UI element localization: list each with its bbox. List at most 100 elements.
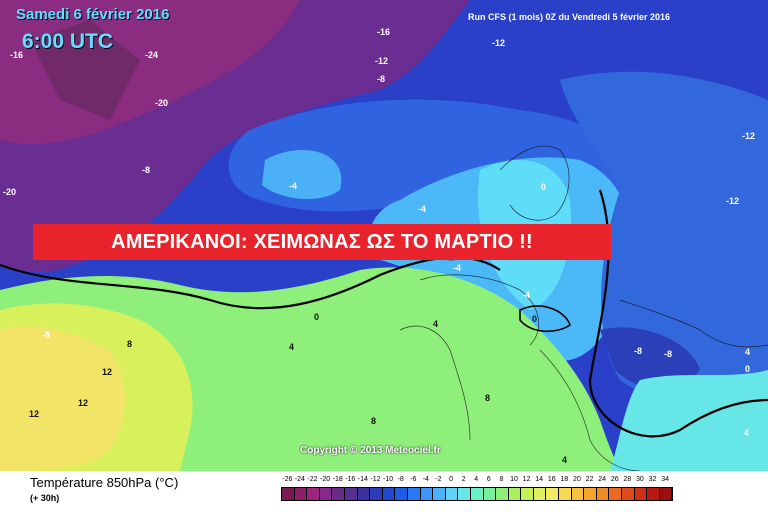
isotherm-label: 12 <box>102 367 112 377</box>
scale-swatch <box>407 488 421 500</box>
scale-swatch <box>508 488 522 500</box>
isotherm-label: -8 <box>42 330 50 340</box>
headline-banner: ΑΜΕΡΙΚΑΝΟΙ: ΧΕΙΜΩΝΑΣ ΩΣ ΤΟ ΜΑΡΤΙΟ !! <box>33 224 611 260</box>
scale-swatch <box>395 488 408 500</box>
scale-tick-label: -24 <box>294 476 305 483</box>
legend-footer: Température 850hPa (°C) (+ 30h) -26 -24 -2… <box>0 471 768 512</box>
scale-swatch <box>357 488 371 500</box>
scale-tick-label: -26 <box>282 476 293 483</box>
scale-swatch <box>483 488 497 500</box>
scale-tick-label: 12 <box>522 476 531 483</box>
isotherm-labels: -16 -12 -16 -24 -12 -8 -20 -12 -8 -4 0 -20 -12 -4 -4 -4… <box>3 27 755 465</box>
isotherm-label: -4 <box>522 290 530 300</box>
scale-tick-label: -14 <box>357 476 368 483</box>
scale-swatch <box>319 488 333 500</box>
isotherm-label: 4 <box>744 428 749 438</box>
scale-tick-label: -10 <box>382 476 394 483</box>
isotherm-label: -8 <box>664 349 672 359</box>
isotherm-label: 0 <box>541 182 546 192</box>
scale-swatch <box>433 488 446 500</box>
color-scale-bar <box>281 487 674 501</box>
isotherm-label: -8 <box>377 74 385 84</box>
scale-swatch <box>458 488 471 500</box>
scale-tick-label: -2 <box>435 476 442 483</box>
scale-swatch <box>596 488 610 500</box>
variable-title: Température 850hPa (°C) <box>30 475 179 490</box>
isotherm-label: 0 <box>745 364 750 374</box>
scale-tick-label: 14 <box>535 476 544 483</box>
isotherm-label: 0 <box>532 314 537 324</box>
scale-swatch <box>584 488 597 500</box>
scale-tick-label: 0 <box>449 476 453 483</box>
scale-tick-label: 8 <box>499 476 504 483</box>
scale-tick-label: -12 <box>370 476 381 483</box>
scale-swatch <box>470 488 484 500</box>
scale-swatch <box>382 488 396 500</box>
cold-pocket <box>600 327 700 389</box>
isotherm-label: 4 <box>433 319 438 329</box>
isotherm-label: -8 <box>634 346 642 356</box>
eastern-cold-zone <box>560 71 768 399</box>
isotherm-label: -24 <box>145 50 158 60</box>
scale-tick-label: 30 <box>636 476 644 483</box>
scale-swatch <box>521 488 534 500</box>
scale-tick-label: 32 <box>648 476 657 483</box>
scale-tick-label: 10 <box>510 476 518 483</box>
scale-swatch <box>571 488 585 500</box>
isotherm-label: 4 <box>289 342 294 352</box>
scale-swatch <box>332 488 345 500</box>
scale-tick-label: -4 <box>422 476 429 483</box>
scale-tick-label: -22 <box>307 476 318 483</box>
scale-tick-label: -20 <box>320 476 331 483</box>
isotherm-label: -8 <box>142 165 150 175</box>
isotherm-label: 8 <box>127 339 132 349</box>
scale-swatch <box>370 488 383 500</box>
greenland-outline <box>30 20 140 120</box>
scale-tick-label: 26 <box>610 476 619 483</box>
scale-tick-label: 24 <box>598 476 607 483</box>
scale-tick-label: 18 <box>560 476 569 483</box>
isotherm-label: -4 <box>418 204 426 214</box>
temperature-map: -16 -12 -16 -24 -12 -8 -20 -12 -8 -4 0 -20 -12 -4 -4 -4… <box>0 0 768 471</box>
isotherm-label: 12 <box>78 398 88 408</box>
iceland-zone <box>262 150 342 200</box>
scale-tick-label: 28 <box>623 476 632 483</box>
scale-tick-label: 20 <box>573 476 581 483</box>
scale-swatch <box>445 488 459 500</box>
coastlines <box>399 145 768 471</box>
scale-swatch <box>294 488 308 500</box>
scale-swatch <box>533 488 547 500</box>
model-run-info: Run CFS (1 mois) 0Z du Vendredi 5 févrie… <box>468 12 671 22</box>
forecast-offset: (+ 30h) <box>30 493 60 503</box>
isotherm-label: -12 <box>726 196 739 206</box>
scale-tick-label: 6 <box>486 476 491 483</box>
isotherm-label: -12 <box>742 131 755 141</box>
scale-tick-label: 22 <box>585 476 594 483</box>
scale-tick-label: -16 <box>345 476 356 483</box>
scale-swatch <box>659 488 673 500</box>
southeast-zone <box>610 370 768 471</box>
scale-tick-label: 34 <box>661 476 669 483</box>
scale-swatch <box>559 488 572 500</box>
scale-swatch <box>307 488 320 500</box>
scale-swatch <box>282 488 295 500</box>
zero-isotherm-east <box>588 189 768 438</box>
warmest-zone <box>0 326 125 471</box>
isotherm-label: -4 <box>289 181 297 191</box>
color-scale-ticks: -26 -24 -22 -20 -18 -16 -14 -12 -10 -8 -6 -4 -2 0 2 4 6 8… <box>281 475 671 485</box>
scale-tick-label: 2 <box>461 476 466 483</box>
scale-swatch <box>634 488 648 500</box>
isotherm-label: -16 <box>377 27 390 37</box>
scale-swatch <box>496 488 509 500</box>
isotherm-label: 8 <box>485 393 490 403</box>
scale-tick-label: 16 <box>547 476 556 483</box>
zero-isotherm-alps <box>519 305 571 333</box>
scale-tick-label: -8 <box>397 476 404 483</box>
scale-swatch <box>609 488 623 500</box>
isotherm-label: -12 <box>375 56 388 66</box>
isotherm-label: -20 <box>3 187 16 197</box>
forecast-time: 6:00 UTC <box>22 30 114 53</box>
isotherm-label: -20 <box>155 98 168 108</box>
scale-tick-label: 4 <box>474 476 479 483</box>
